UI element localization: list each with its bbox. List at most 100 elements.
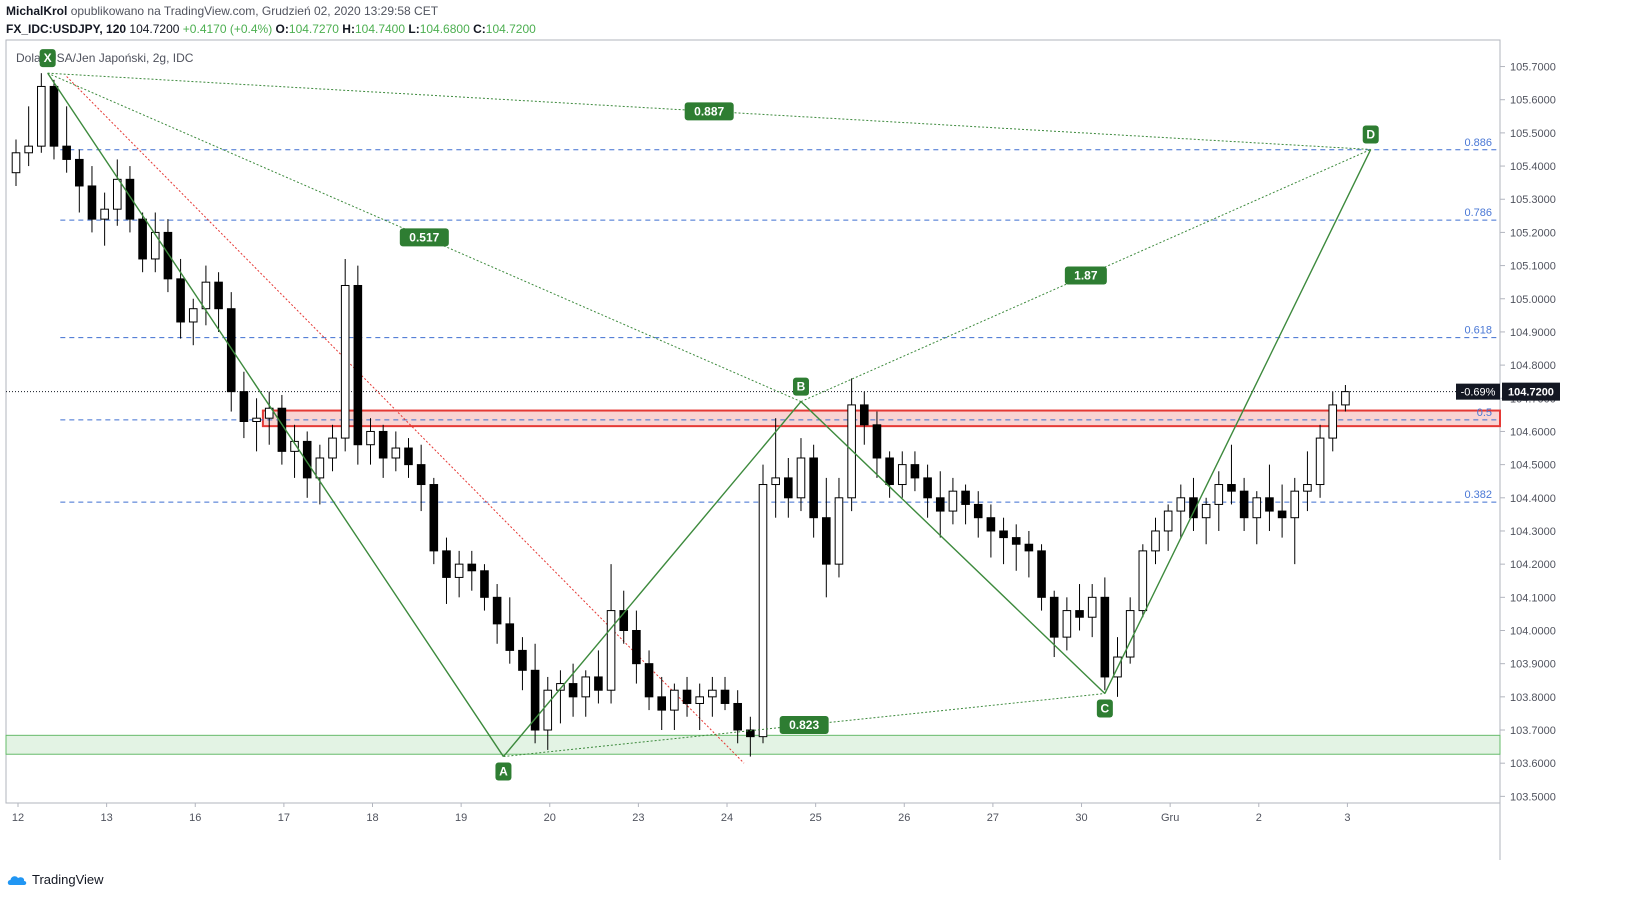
candle-body — [961, 490, 970, 505]
candle — [454, 550, 464, 598]
candle-body — [201, 281, 211, 310]
chart-title: Dolar USA/Jen Japoński, 2g, IDC — [16, 51, 194, 65]
x-tick-label: 23 — [632, 812, 644, 824]
candle-body — [708, 689, 717, 698]
candle-body — [188, 308, 198, 323]
candle — [1100, 577, 1110, 691]
y-tick-label: 105.0000 — [1510, 294, 1556, 306]
x-tick-label: 13 — [101, 812, 113, 824]
candle-body — [24, 145, 33, 154]
y-tick-label: 105.7000 — [1510, 62, 1556, 74]
candle — [847, 378, 856, 512]
candle-body — [619, 610, 629, 631]
candle — [720, 676, 730, 711]
candle-body — [948, 490, 958, 512]
tradingview-logo[interactable]: TradingView — [6, 872, 104, 887]
candle-body — [822, 517, 831, 565]
candle — [366, 418, 375, 465]
last-price: 104.7200 — [129, 22, 180, 36]
candle-body — [771, 477, 780, 486]
y-tick-label: 104.2000 — [1510, 559, 1556, 571]
candle — [986, 504, 996, 558]
candle-body — [897, 464, 907, 486]
close-value: 104.7200 — [485, 22, 536, 36]
candle — [480, 564, 489, 611]
candle — [290, 424, 299, 478]
candle — [24, 106, 33, 167]
y-tick-label: 105.4000 — [1510, 161, 1556, 173]
x-tick-label: 30 — [1075, 812, 1087, 824]
candle — [606, 564, 616, 704]
candle-body — [859, 404, 869, 426]
candle-body — [366, 430, 375, 446]
candle — [822, 477, 831, 598]
candle — [1011, 524, 1021, 571]
candle — [87, 166, 97, 233]
candle-body — [290, 440, 299, 452]
ratio-line — [47, 72, 1371, 150]
candle-body — [568, 683, 578, 698]
candle — [163, 219, 173, 293]
y-tick-label: 104.5000 — [1510, 460, 1556, 472]
brand-label: TradingView — [32, 872, 104, 887]
candle-body — [11, 152, 21, 174]
candle — [568, 663, 578, 717]
candle-body — [62, 145, 71, 160]
candle-body — [442, 550, 451, 578]
candle — [948, 477, 958, 525]
candle-body — [1125, 610, 1135, 658]
author-name[interactable]: MichalKrol — [6, 4, 68, 18]
candle — [644, 650, 654, 711]
candle-body — [1265, 497, 1274, 512]
candle — [973, 491, 983, 538]
candle — [49, 79, 59, 160]
candle-body — [87, 185, 97, 220]
candle-body — [682, 689, 692, 704]
candle — [543, 676, 553, 750]
candle-body — [796, 457, 806, 499]
pattern-point-badge — [39, 49, 56, 68]
candle-body — [1075, 610, 1084, 618]
x-tick-label: Gru — [1161, 812, 1179, 824]
pattern-leg — [1104, 149, 1372, 694]
pattern-point-label: C — [1101, 702, 1110, 716]
pattern-point-badge — [1362, 125, 1379, 144]
high-label: H: — [342, 22, 355, 36]
candle-body — [1087, 596, 1097, 618]
candle — [784, 457, 793, 518]
candle — [999, 517, 1008, 565]
candle — [632, 610, 641, 684]
candle — [277, 394, 287, 465]
candle — [594, 650, 603, 704]
candle — [796, 438, 806, 512]
y-tick-label: 104.3000 — [1510, 526, 1556, 538]
ratio-badge — [684, 102, 734, 121]
candle-body — [1277, 510, 1287, 519]
candle-body — [150, 231, 160, 260]
candle-body — [1037, 550, 1046, 598]
candle-body — [1239, 490, 1249, 519]
candle — [11, 139, 21, 186]
candle-body — [834, 497, 844, 565]
x-tick-label: 24 — [721, 812, 733, 824]
candle — [1227, 444, 1236, 505]
candle — [910, 451, 920, 492]
candle-body — [315, 457, 325, 479]
candle-body — [1341, 391, 1350, 406]
change-badge — [1456, 383, 1500, 400]
y-tick-label: 104.9000 — [1510, 327, 1556, 339]
candle — [1125, 597, 1135, 664]
candle-body — [416, 464, 426, 486]
candle — [1315, 424, 1325, 498]
candle — [112, 159, 122, 226]
x-tick-label: 17 — [278, 812, 290, 824]
y-tick-label: 104.4000 — [1510, 493, 1556, 505]
candle-body — [1062, 610, 1072, 638]
y-tick-label: 105.2000 — [1510, 227, 1556, 239]
pattern-leg — [47, 72, 505, 757]
candle-body — [239, 391, 249, 422]
ratio-label: 0.887 — [694, 104, 724, 118]
open-label: O: — [275, 22, 289, 36]
candle — [1163, 504, 1173, 551]
